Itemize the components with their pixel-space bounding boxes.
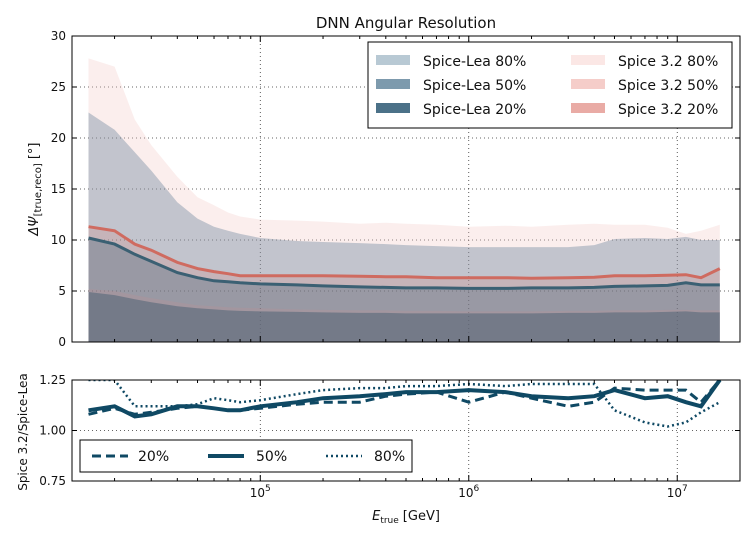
xtick-exponent: 5 [265,484,271,494]
bottom-ratio-lines [88,380,722,428]
legend-swatch-spice-lea-50 [376,79,410,89]
ratio-line-20 [88,380,721,416]
top-ytick-label: 25 [51,80,66,94]
legend-swatch-spice-lea-80 [376,55,410,65]
legend-label-50: 50% [256,449,287,465]
legend-swatch-spice32-80 [571,55,605,65]
top-yticks: 0 5 10 15 20 25 30 [51,29,740,349]
median-line-spice-lea [88,236,720,290]
legend-label-spice-lea-20: Spice-Lea 20% [423,102,526,118]
legend-label-spice-lea-50: Spice-Lea 50% [423,78,526,94]
xtick-base: 10 [667,486,682,500]
top-ytick-label: 0 [58,335,66,349]
top-ytick-label: 15 [51,182,66,196]
legend-label-spice32-50: Spice 3.2 50% [618,78,718,94]
x-axis-label: Etrue [GeV] [372,509,440,526]
area-spice32-50 [88,226,720,342]
ratio-line-80 [88,380,721,428]
bottom-xtick-label: 107 [667,484,688,500]
y-label-main: ΔΨ [27,216,42,237]
top-y-axis-label: ΔΨ[true,reco] [°] [27,143,44,237]
top-ytick-label: 30 [51,29,66,43]
legend-label-spice32-80: Spice 3.2 80% [618,54,718,70]
legend-label-20: 20% [138,449,169,465]
legend-label-80: 80% [374,449,405,465]
xtick-base: 10 [250,486,265,500]
bottom-ytick-label: 0.75 [39,474,66,488]
top-ytick-label: 10 [51,233,66,247]
bottom-yticks: 0.75 1.00 1.25 [39,373,740,488]
legend-label-spice-lea-80: Spice-Lea 80% [423,54,526,70]
top-ytick-label: 5 [58,284,66,298]
bottom-ytick-label: 1.25 [39,373,66,387]
y-label-unit: [°] [27,143,42,160]
top-legend: Spice-Lea 80% Spice-Lea 50% Spice-Lea 20… [367,41,733,129]
chart-title: DNN Angular Resolution [316,14,496,32]
bottom-legend-box [79,439,413,473]
top-legend-box [367,41,733,129]
area-spice-lea-20 [88,292,720,342]
xtick-base: 10 [458,486,473,500]
area-spice32-80 [88,58,720,343]
bottom-xtick-label: 105 [250,484,271,500]
xtick-exponent: 6 [474,484,480,494]
ratio-line-50 [88,380,722,419]
xtick-exponent: 7 [682,484,688,494]
x-label-unit: [GeV] [403,509,440,524]
bottom-legend: 20% 50% 80% [79,439,413,473]
legend-label-spice32-20: Spice 3.2 20% [618,102,718,118]
bottom-xtick-label: 106 [458,484,479,500]
x-label-main: E [372,509,381,524]
top-median-lines [88,225,721,290]
legend-swatch-spice32-20 [571,103,605,113]
area-spice32-20 [88,289,720,342]
y-label-sub: [true,reco] [33,163,44,216]
top-xticks [114,36,741,342]
bottom-ytick-label: 1.00 [39,424,66,438]
bottom-y-axis-label: Spice 3.2/Spice-Lea [16,373,30,491]
x-label-sub: true [380,516,399,526]
legend-swatch-spice-lea-20 [376,103,410,113]
legend-swatch-spice32-50 [571,79,605,89]
median-line-spice32 [88,225,721,280]
top-ytick-label: 20 [51,131,66,145]
bottom-xticks: 105 106 107 [114,380,741,500]
area-spice-lea-50 [88,238,720,342]
